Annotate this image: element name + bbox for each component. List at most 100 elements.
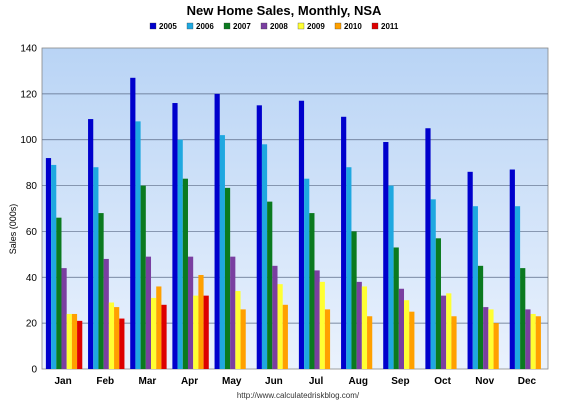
legend-label: 2007 <box>233 22 251 31</box>
bar-2008-nov <box>483 307 489 369</box>
bar-2007-jan <box>56 217 62 369</box>
bar-2005-jan <box>45 158 52 369</box>
bar-2005-oct <box>425 128 431 369</box>
bar-2011-feb <box>119 318 125 369</box>
bar-2005-sep <box>383 142 389 369</box>
bar-2005-nov <box>467 171 473 369</box>
legend: 2005 2006 2007 2008 2009 2010 2011 <box>149 22 399 31</box>
bar-2008-jun <box>272 265 278 369</box>
x-category-label: Sep <box>391 376 409 387</box>
bar-2005-may <box>214 93 220 369</box>
bar-2006-jan <box>51 164 57 369</box>
bar-2009-mar <box>151 297 157 369</box>
x-category-label: Jan <box>54 376 71 387</box>
bar-2008-jan <box>61 268 67 369</box>
legend-swatch <box>297 22 305 30</box>
bar-2008-sep <box>398 288 405 369</box>
legend-label: 2008 <box>270 22 288 31</box>
bar-2008-feb <box>103 258 109 369</box>
bar-2010-sep <box>409 311 415 369</box>
bar-2011-jan <box>77 320 83 369</box>
bar-2010-feb <box>114 307 120 369</box>
bar-2008-aug <box>356 281 362 369</box>
y-tick-label: 100 <box>20 135 37 146</box>
bar-2007-aug <box>351 231 357 369</box>
bar-2007-apr <box>182 178 188 369</box>
bar-2009-aug <box>361 286 368 369</box>
legend-swatch <box>186 22 194 30</box>
bar-2006-jun <box>261 144 268 369</box>
x-axis-categories: Jan Feb Mar Apr May Jun Jul Aug Sep Oct Nov Dec <box>54 376 536 387</box>
bar-2010-jul <box>324 309 331 369</box>
bar-2006-mar <box>135 121 141 369</box>
bar-2010-mar <box>156 286 162 369</box>
bar-2011-apr <box>203 295 209 369</box>
bar-2010-aug <box>367 316 373 369</box>
y-axis-ticks: 0 20 40 60 80 100 120 140 <box>20 44 37 376</box>
bar-2005-jul <box>298 100 305 369</box>
legend-label: 2010 <box>344 22 362 31</box>
bar-2006-oct <box>430 199 436 369</box>
y-tick-label: 60 <box>26 227 38 238</box>
y-tick-label: 40 <box>26 273 38 284</box>
source-url: http://www.calculatedriskblog.com/ <box>237 391 360 400</box>
bar-2006-nov <box>472 206 478 369</box>
bar-2008-mar <box>145 256 152 369</box>
x-category-label: Mar <box>139 376 157 387</box>
bar-2010-dec <box>535 316 541 369</box>
bar-2005-jun <box>256 105 262 370</box>
x-category-label: Feb <box>96 376 114 387</box>
bar-2009-nov <box>488 309 494 369</box>
bar-2008-dec <box>525 309 531 369</box>
bar-2009-sep <box>404 300 410 369</box>
legend-swatch <box>334 22 342 30</box>
bar-2009-dec <box>530 313 536 369</box>
legend-swatch <box>149 22 157 30</box>
bar-2007-sep <box>393 247 399 369</box>
bar-2007-jul <box>309 213 315 369</box>
bar-2006-may <box>219 135 225 369</box>
x-category-label: May <box>222 376 242 387</box>
bar-2011-mar <box>161 304 167 369</box>
x-category-label: Oct <box>434 376 451 387</box>
bar-2009-apr <box>193 295 199 369</box>
bar-2006-feb <box>93 167 99 369</box>
legend-label: 2006 <box>196 22 214 31</box>
bar-2005-apr <box>172 103 178 370</box>
bar-2007-jun <box>267 201 273 369</box>
bar-2009-feb <box>108 302 115 369</box>
bar-2010-may <box>240 309 246 369</box>
bar-2010-oct <box>451 316 457 369</box>
y-axis-label: Sales (000s) <box>8 204 18 255</box>
legend-label: 2011 <box>381 22 399 31</box>
bar-2009-jun <box>277 284 283 369</box>
y-tick-label: 0 <box>31 365 37 376</box>
bars <box>45 77 541 370</box>
bar-2007-may <box>224 187 231 369</box>
legend-label: 2005 <box>159 22 177 31</box>
bar-2009-may <box>235 291 241 369</box>
bar-2008-may <box>230 256 236 369</box>
legend-swatch <box>371 22 379 30</box>
bar-2006-jul <box>304 178 310 369</box>
chart-title: New Home Sales, Monthly, NSA <box>187 3 382 18</box>
bar-2010-jun <box>282 304 288 369</box>
bar-2007-oct <box>435 238 441 369</box>
x-category-label: Dec <box>518 376 537 387</box>
x-category-label: Nov <box>475 376 494 387</box>
bar-2009-oct <box>446 293 452 369</box>
bar-2005-mar <box>130 77 136 370</box>
bar-2010-nov <box>493 323 499 369</box>
y-tick-label: 140 <box>20 44 37 55</box>
y-tick-label: 80 <box>26 181 38 192</box>
bar-2006-apr <box>177 139 183 369</box>
x-category-label: Jun <box>265 376 283 387</box>
bar-2007-nov <box>477 265 484 369</box>
bar-2008-oct <box>440 295 447 369</box>
bar-2008-jul <box>314 270 320 369</box>
y-tick-label: 120 <box>20 89 37 100</box>
bar-2007-mar <box>140 185 146 369</box>
bar-2007-dec <box>520 268 526 369</box>
